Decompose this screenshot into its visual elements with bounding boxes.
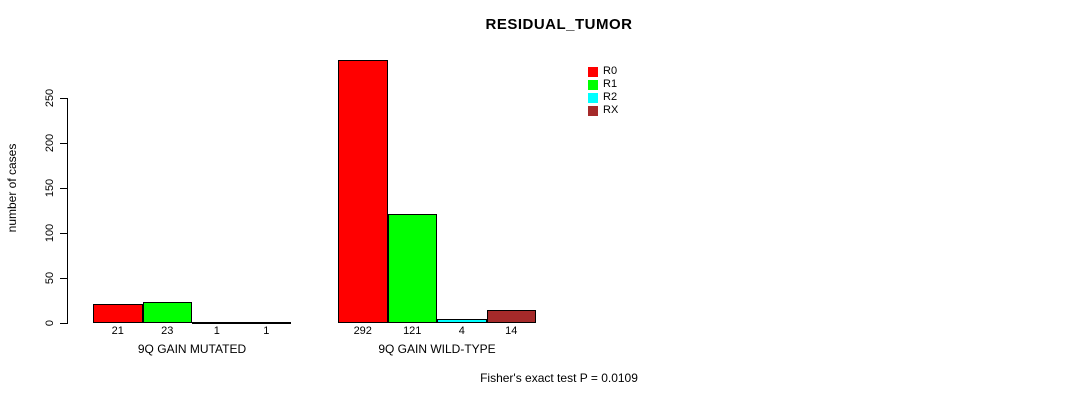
bar-value-label: 23 [161, 325, 174, 337]
chart-title: RESIDUAL_TUMOR [485, 16, 633, 33]
y-tick-label: 0 [44, 319, 56, 327]
bar-r1-group2 [387, 214, 437, 323]
bar-value-label: 121 [403, 325, 422, 337]
x-axis-group-label: 9Q GAIN MUTATED [137, 342, 247, 356]
bar-value-label: 21 [111, 325, 124, 337]
bar-value-label: 14 [505, 325, 518, 337]
bar-rx-group2 [486, 310, 536, 323]
y-tick-label: 250 [44, 88, 56, 108]
y-tick [60, 278, 67, 279]
legend-swatch-r1 [588, 79, 598, 90]
bar-rx-group1 [241, 322, 291, 324]
y-tick [60, 188, 67, 189]
y-axis-line [67, 98, 68, 324]
bar-value-label: 4 [458, 325, 465, 337]
legend-row: R1 [588, 78, 618, 91]
y-tick-label: 150 [44, 178, 56, 198]
bar-value-label: 292 [353, 325, 372, 337]
legend-swatch-rx [588, 105, 598, 116]
y-tick [60, 233, 67, 234]
y-axis-label: number of cases [5, 143, 19, 233]
legend-label: RX [603, 104, 619, 116]
y-tick-label: 200 [44, 133, 56, 153]
bar-r0-group1 [93, 304, 143, 323]
bar-r1-group1 [142, 302, 192, 323]
legend-label: R2 [603, 91, 618, 103]
bar-value-label: 1 [213, 325, 220, 337]
bar-r0-group2 [338, 60, 388, 323]
legend: R0 R1 R2 RX [588, 65, 618, 117]
y-tick [60, 143, 67, 144]
bar-r2-group1 [192, 322, 242, 324]
y-tick [60, 98, 67, 99]
y-tick [60, 323, 67, 324]
legend-row: R2 [588, 91, 618, 104]
legend-label: R0 [603, 65, 618, 77]
bar-value-label: 1 [263, 325, 270, 337]
legend-swatch-r0 [588, 66, 598, 77]
legend-label: R1 [603, 78, 618, 90]
y-tick-label: 50 [44, 271, 56, 285]
stat-annotation: Fisher's exact test P = 0.0109 [480, 371, 638, 385]
legend-row: RX [588, 104, 618, 117]
legend-swatch-r2 [588, 92, 598, 103]
legend-row: R0 [588, 65, 618, 78]
x-axis-group-label: 9Q GAIN WILD-TYPE [378, 342, 496, 356]
y-tick-label: 100 [44, 223, 56, 243]
bar-r2-group2 [437, 319, 487, 323]
